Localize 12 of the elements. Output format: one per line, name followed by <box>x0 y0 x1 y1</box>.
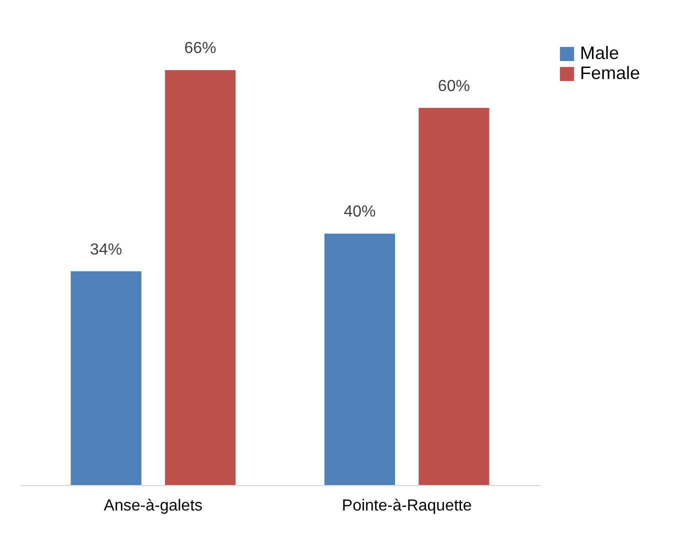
bar <box>70 271 142 485</box>
legend-label: Female <box>580 63 640 83</box>
data-label: 40% <box>344 204 376 221</box>
legend-label: Male <box>580 43 620 63</box>
x-tick-label: Anse-à-galets <box>104 498 203 514</box>
bar <box>164 70 236 485</box>
data-label: 34% <box>90 241 122 258</box>
data-label: 60% <box>438 78 470 95</box>
x-tick-label: Pointe-à-Raquette <box>342 498 472 514</box>
data-label: 66% <box>184 40 216 58</box>
bar <box>324 234 396 485</box>
bar <box>418 108 490 485</box>
